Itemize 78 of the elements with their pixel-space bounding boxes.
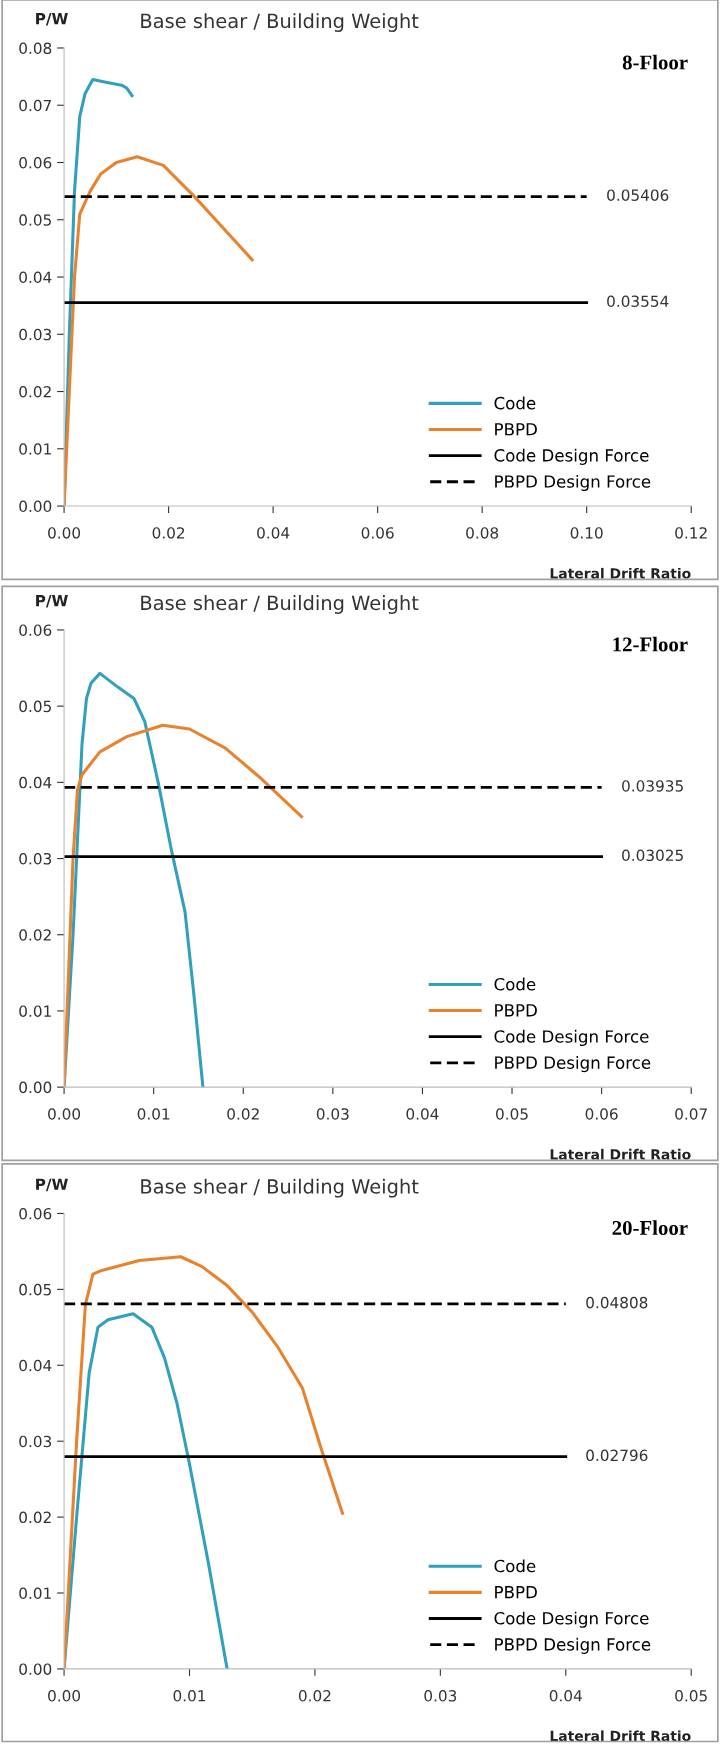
x-tick-label: 0.00 [48,1690,81,1702]
chart-title: Base shear / Building Weight [141,1178,419,1198]
x-tick-label: 0.00 [48,527,81,539]
x-tick-label: 0.04 [549,1690,582,1702]
y-axis-title: P/W [36,13,68,26]
chart-subtitle: 12-Floor [613,636,688,652]
y-tick-label: 0.04 [19,776,52,789]
y-tick-label: 0.03 [19,328,52,341]
legend-label: PBPD Design Force [495,474,651,492]
y-tick-label: 0.01 [19,443,51,455]
line-series [64,723,304,1088]
y-tick-label: 0.00 [19,1663,52,1675]
legend-label: Code [494,1559,536,1573]
y-tick-label: 0.01 [19,1005,51,1017]
x-axis-title: Lateral Drift Ratio [550,1148,691,1160]
y-axis-title: P/W [36,595,68,608]
legend-label: Code [494,977,536,991]
chart-title: Base shear / Building Weight [141,13,419,32]
y-tick-label: 0.06 [19,156,52,169]
x-tick-label: 0.02 [298,1690,331,1702]
x-tick-label: 0.03 [316,1108,349,1120]
y-tick-label: 0.06 [19,1207,52,1220]
y-tick-label: 0.01 [19,1587,51,1600]
y-tick-label: 0.05 [19,1283,51,1296]
chart-subtitle: 20-Floor [612,1220,688,1235]
line-series [64,155,254,507]
y-tick-label: 0.02 [19,1511,51,1524]
legend-label: PBPD Design Force [495,1637,651,1654]
x-tick-label: 0.10 [570,527,603,539]
legend-label: Code Design Force [494,448,649,465]
legend-label: PBPD [495,1586,537,1599]
y-tick-label: 0.04 [19,271,52,284]
y-tick-label: 0.03 [19,1435,52,1448]
x-tick-label: 0.04 [257,527,290,539]
legend-label: Code [494,396,536,410]
annotation: 0.03935 [622,780,683,792]
x-tick-label: 0.02 [227,1108,259,1120]
x-tick-label: 0.01 [173,1690,206,1702]
x-axis-title: Lateral Drift Ratio [550,567,691,579]
x-tick-label: 0.06 [585,1108,618,1120]
x-tick-label: 0.06 [361,527,394,539]
y-tick-label: 0.02 [19,929,51,941]
legend-label: Code Design Force [494,1029,649,1046]
x-tick-label: 0.03 [424,1690,457,1702]
annotation: 0.04808 [586,1296,648,1309]
x-tick-label: 0.12 [675,527,707,539]
annotation: 0.03025 [622,849,683,862]
legend-label: Code Design Force [494,1611,649,1628]
x-axis-title: Lateral Drift Ratio [550,1730,691,1742]
y-tick-label: 0.00 [19,1081,52,1094]
chart-title: Base shear / Building Weight [141,595,419,614]
legend-label: PBPD [495,423,537,436]
x-tick-label: 0.05 [675,1690,707,1702]
y-tick-label: 0.08 [19,42,52,55]
y-tick-label: 0.06 [19,624,52,636]
y-tick-label: 0.05 [19,214,51,226]
annotation: 0.05406 [607,189,669,201]
annotation: 0.02796 [586,1449,648,1462]
y-tick-label: 0.02 [19,386,51,398]
y-tick-label: 0.05 [19,700,51,713]
y-tick-label: 0.04 [19,1359,52,1372]
annotation: 0.03554 [607,295,669,307]
x-tick-label: 0.04 [406,1108,439,1120]
y-axis-title: P/W [36,1178,68,1192]
legend-label: PBPD [495,1004,537,1017]
x-tick-label: 0.05 [496,1108,528,1120]
x-tick-label: 0.02 [152,527,185,539]
x-tick-label: 0.00 [48,1108,81,1120]
line-series [64,1255,345,1669]
x-tick-label: 0.08 [466,527,499,539]
line-series [64,1312,229,1669]
chart-subtitle: 8-Floor [622,54,688,70]
x-tick-label: 0.01 [137,1108,170,1120]
y-tick-label: 0.00 [19,500,52,513]
x-tick-label: 0.07 [675,1108,707,1120]
legend-label: PBPD Design Force [495,1056,651,1073]
y-tick-label: 0.07 [19,99,51,112]
y-tick-label: 0.03 [19,853,52,865]
